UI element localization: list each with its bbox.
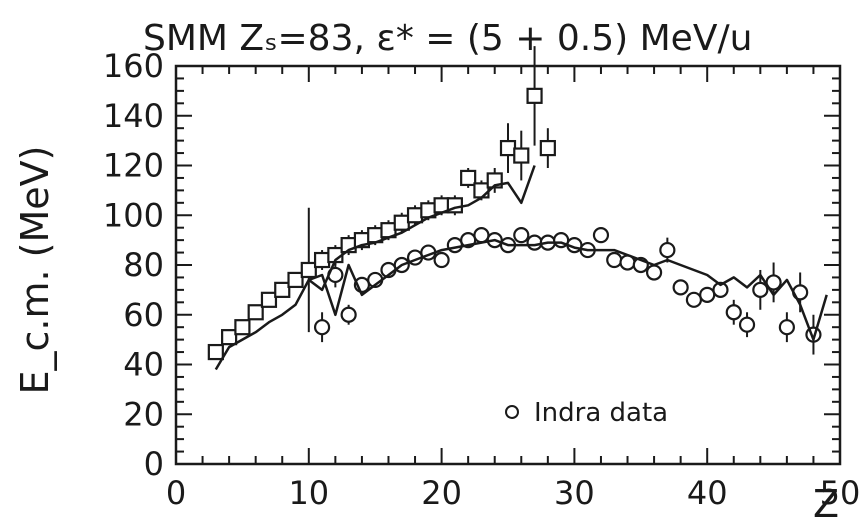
y-tick-label: 40 xyxy=(123,346,164,384)
data-point-circle xyxy=(699,286,716,303)
data-point-circle xyxy=(752,281,769,298)
data-point-square xyxy=(234,319,251,336)
data-point-square xyxy=(513,147,530,164)
data-point-square xyxy=(247,304,264,321)
x-tick-label: 10 xyxy=(288,474,329,512)
x-tick-label: 40 xyxy=(687,474,728,512)
model-line xyxy=(214,165,536,371)
model-line xyxy=(308,238,828,341)
y-tick-label: 140 xyxy=(103,97,164,135)
data-point-circle xyxy=(313,319,331,336)
x-axis-label: Z xyxy=(813,482,839,523)
data-point-circle xyxy=(738,316,756,333)
data-point-square xyxy=(221,329,238,346)
data-point-circle xyxy=(645,264,663,281)
data-point-circle xyxy=(659,241,676,259)
y-tick-label: 100 xyxy=(103,196,164,234)
data-point-square xyxy=(300,261,317,279)
data-point-square xyxy=(207,343,224,361)
axis-group: 0 20 40 60 80 100 120 140 160 0 10 20 30 40 50 xyxy=(103,47,860,512)
data-point-square xyxy=(287,271,304,289)
series-group xyxy=(207,46,828,371)
legend-marker-circle xyxy=(505,405,519,419)
y-tick-label: 160 xyxy=(103,47,164,85)
y-tick-label: 20 xyxy=(123,395,164,433)
data-point-circle xyxy=(340,306,357,323)
legend-label: Indra data xyxy=(534,398,668,428)
data-point-square xyxy=(406,207,424,224)
y-tick-label: 120 xyxy=(103,147,164,185)
data-point-circle xyxy=(725,304,742,321)
data-point-square xyxy=(460,169,477,187)
data-point-circle xyxy=(592,227,610,244)
data-point-circle xyxy=(473,227,490,244)
data-point-square xyxy=(499,139,517,157)
data-point-circle xyxy=(513,227,530,244)
y-tick-label: 80 xyxy=(123,246,164,284)
data-point-square xyxy=(539,139,556,157)
chart-title: SMM Zₛ=83, ε* = (5 + 0.5) MeV/u xyxy=(143,18,752,59)
data-point-circle xyxy=(446,237,463,254)
y-tick-label: 0 xyxy=(144,445,164,483)
data-point-circle xyxy=(712,281,729,298)
x-tick-label: 20 xyxy=(421,474,462,512)
data-point-circle xyxy=(672,279,689,296)
data-point-circle xyxy=(778,319,795,336)
x-tick-label: 0 xyxy=(166,474,186,512)
data-point-circle xyxy=(526,234,543,251)
data-point-square xyxy=(260,291,278,308)
data-point-square xyxy=(526,87,543,104)
data-point-square xyxy=(393,214,410,231)
data-point-square xyxy=(313,251,331,269)
legend: Indra data xyxy=(505,398,668,428)
y-tick-label: 60 xyxy=(123,296,164,334)
data-point-circle xyxy=(433,251,450,269)
data-point-circle xyxy=(606,251,623,269)
x-tick-label: 50 xyxy=(820,474,861,512)
data-point-square xyxy=(473,182,490,199)
data-point-square xyxy=(274,281,291,298)
y-axis-label: E_c.m. (MeV) xyxy=(13,146,57,395)
x-tick-label: 30 xyxy=(554,474,595,512)
data-point-circle xyxy=(685,291,703,308)
